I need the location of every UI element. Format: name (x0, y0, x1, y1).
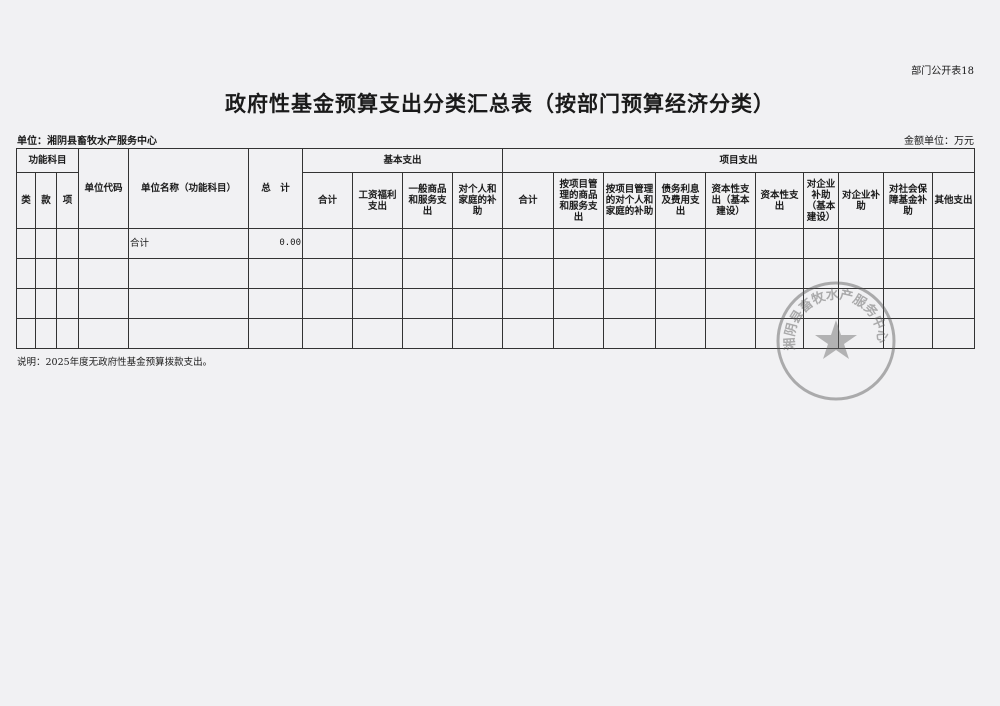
unit-label: 单位：湘阴县畜牧水产服务中心 (17, 136, 157, 147)
budget-table: 功能科目 单位代码 单位名称（功能科目） 总 计 基本支出 项目支出 类 款 项… (16, 148, 975, 349)
official-seal: 湘阴县畜牧水产服务中心 (776, 281, 896, 401)
header-basic-col: 工资福利支出 (352, 172, 403, 229)
header-project-col: 按项目管理的商品和服务支出 (553, 172, 604, 229)
header-xiang: 项 (56, 172, 79, 229)
header-project-col: 对企业补助（基本建设） (803, 172, 839, 229)
header-total: 总 计 (248, 148, 303, 229)
header-project-col: 债务利息及费用支出 (655, 172, 706, 229)
form-number: 部门公开表18 (911, 66, 974, 77)
row-total: 0.00 (248, 228, 303, 259)
header-project-col: 资本性支出 (755, 172, 804, 229)
note: 说明：2025年度无政府性基金预算拨款支出。 (17, 357, 213, 368)
table-row (16, 288, 975, 319)
header-project-col: 按项目管理的对个人和家庭的补助 (603, 172, 656, 229)
money-unit-label: 金额单位：万元 (904, 136, 974, 147)
header-basic-col: 对个人和家庭的补助 (452, 172, 503, 229)
header-code: 单位代码 (78, 148, 129, 229)
header-kuan: 款 (35, 172, 57, 229)
header-basic-col: 合计 (302, 172, 353, 229)
header-lei: 类 (16, 172, 36, 229)
header-name: 单位名称（功能科目） (128, 148, 249, 229)
header-basic: 基本支出 (302, 148, 503, 173)
table-row: 合计 0.00 (16, 228, 975, 259)
row-name: 合计 (128, 228, 249, 259)
header-basic-col: 一般商品和服务支出 (402, 172, 453, 229)
header-project-col: 对企业补助 (838, 172, 884, 229)
page-title: 政府性基金预算支出分类汇总表（按部门预算经济分类） (225, 91, 775, 116)
header-project: 项目支出 (502, 148, 975, 173)
header-function: 功能科目 (16, 148, 79, 173)
header-project-col: 资本性支出（基本建设） (705, 172, 756, 229)
header-project-col: 对社会保障基金补助 (883, 172, 933, 229)
header-project-col: 合计 (502, 172, 554, 229)
header-project-col: 其他支出 (932, 172, 975, 229)
table-row (16, 258, 975, 289)
table-row (16, 318, 975, 349)
